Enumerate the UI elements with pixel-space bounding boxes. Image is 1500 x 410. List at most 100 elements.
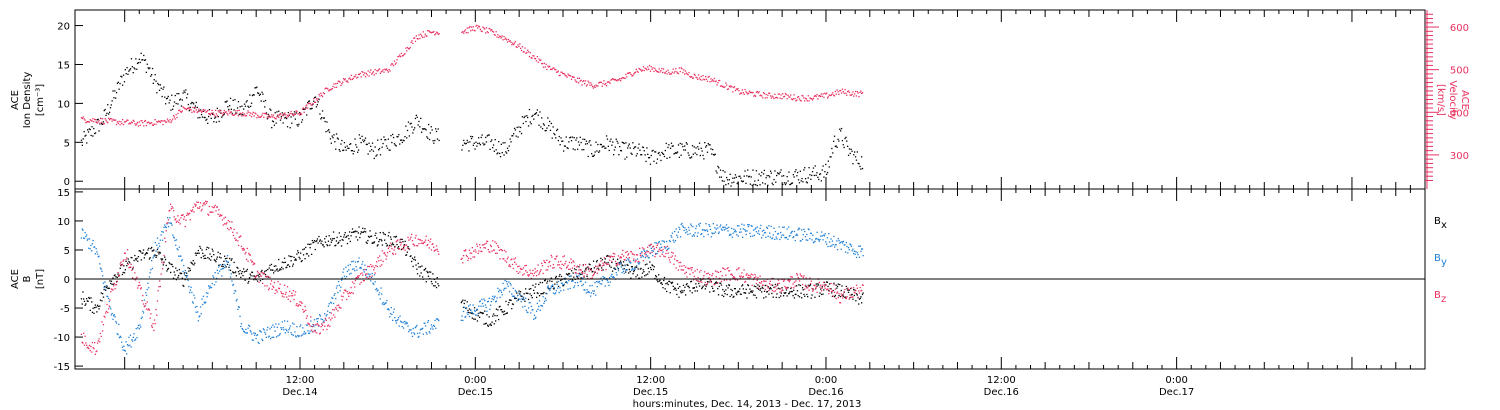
data-point-black xyxy=(469,141,471,143)
data-point-Bz xyxy=(569,268,571,270)
data-point-pink xyxy=(710,78,712,80)
data-point-By xyxy=(250,331,252,333)
data-point-By xyxy=(108,300,110,303)
data-point-black xyxy=(467,141,469,143)
data-point-Bx xyxy=(495,308,498,310)
data-point-Bz xyxy=(232,234,235,237)
data-point-Bx xyxy=(289,265,291,268)
data-point-black xyxy=(763,169,765,172)
data-point-black xyxy=(675,152,677,154)
data-point-black xyxy=(532,114,534,116)
data-point-By xyxy=(386,299,388,302)
data-point-Bz xyxy=(132,277,134,279)
data-point-Bz xyxy=(666,249,668,252)
data-point-Bx xyxy=(788,292,790,294)
data-point-Bx xyxy=(731,289,733,292)
data-point-pink xyxy=(684,70,687,72)
data-point-pink xyxy=(748,92,750,94)
data-point-black xyxy=(782,183,784,186)
data-point-Bx xyxy=(533,292,536,294)
data-point-By xyxy=(568,280,570,282)
data-point-pink xyxy=(556,71,559,73)
data-point-Bx xyxy=(308,243,311,246)
data-point-black xyxy=(282,122,284,124)
data-point-Bx xyxy=(390,238,392,240)
data-point-Bx xyxy=(849,297,851,299)
data-point-black xyxy=(544,130,546,132)
data-point-By xyxy=(293,323,295,325)
data-point-By xyxy=(541,305,544,307)
data-point-By xyxy=(302,333,305,335)
data-point-Bz xyxy=(785,287,787,289)
data-point-Bz xyxy=(525,264,527,267)
data-point-By xyxy=(697,232,699,234)
data-point-Bz xyxy=(437,250,439,252)
data-point-By xyxy=(785,236,788,239)
data-point-Bx xyxy=(856,294,858,296)
data-point-Bx xyxy=(82,291,84,293)
data-point-Bz xyxy=(771,289,774,292)
data-point-black xyxy=(97,118,99,120)
data-point-Bx xyxy=(437,283,439,285)
data-point-pink xyxy=(198,108,200,110)
data-point-Bx xyxy=(213,254,215,256)
data-point-black xyxy=(704,142,706,144)
data-point-Bx xyxy=(396,243,398,246)
data-point-Bx xyxy=(715,281,717,283)
data-point-pink xyxy=(790,98,793,100)
data-point-black xyxy=(574,149,576,151)
data-point-black xyxy=(755,184,757,186)
data-point-By xyxy=(834,246,836,248)
data-point-By xyxy=(396,319,398,322)
data-point-pink xyxy=(152,124,154,126)
data-point-Bz xyxy=(579,268,582,271)
data-point-pink xyxy=(535,60,538,62)
data-point-Bx xyxy=(599,264,601,266)
data-point-By xyxy=(330,301,332,303)
data-point-Bx xyxy=(128,260,130,263)
data-point-Bx xyxy=(246,268,248,271)
data-point-By xyxy=(410,329,412,331)
data-point-Bz xyxy=(473,250,475,252)
data-point-By xyxy=(225,260,227,262)
data-point-Bx xyxy=(304,258,306,260)
data-point-pink xyxy=(215,113,218,115)
data-point-black xyxy=(485,136,487,139)
data-point-By xyxy=(638,263,640,265)
data-point-Bx xyxy=(314,248,316,251)
data-point-By xyxy=(691,235,693,237)
data-point-Bx xyxy=(537,292,539,295)
data-point-By xyxy=(616,274,618,276)
data-point-Bz xyxy=(704,271,706,273)
data-point-pink xyxy=(785,94,787,96)
data-point-pink xyxy=(262,112,264,114)
data-point-By xyxy=(482,305,484,307)
data-point-By xyxy=(514,289,517,292)
data-point-Bz xyxy=(266,285,268,287)
data-point-Bx xyxy=(305,246,307,249)
data-point-Bx xyxy=(282,268,284,270)
data-point-Bz xyxy=(722,267,724,269)
data-point-pink xyxy=(403,53,405,56)
data-point-Bz xyxy=(239,236,241,238)
data-point-pink xyxy=(181,110,183,112)
data-point-Bz xyxy=(563,264,565,266)
data-point-pink xyxy=(730,85,732,87)
data-point-Bz xyxy=(696,268,698,271)
data-point-pink xyxy=(126,119,128,121)
data-point-pink xyxy=(158,120,161,123)
data-point-pink xyxy=(87,121,90,123)
data-point-By xyxy=(83,237,85,239)
data-point-Bz xyxy=(226,222,228,224)
data-point-black xyxy=(406,137,408,139)
data-point-pink xyxy=(763,93,765,95)
data-point-Bz xyxy=(119,263,121,265)
data-point-black xyxy=(335,148,337,150)
data-point-By xyxy=(696,235,698,237)
data-point-Bx xyxy=(520,295,522,297)
data-point-By xyxy=(93,246,95,248)
data-point-pink xyxy=(577,77,579,79)
data-point-By xyxy=(421,328,423,330)
data-point-Bx xyxy=(333,237,335,240)
data-point-Bz xyxy=(528,274,530,276)
